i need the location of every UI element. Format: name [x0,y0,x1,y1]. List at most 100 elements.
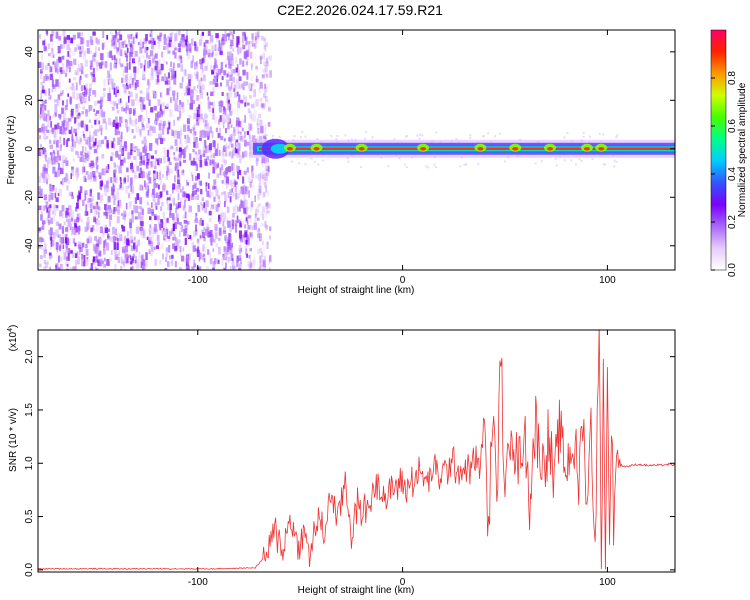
noise-speckle [265,61,269,67]
noise-speckle [245,81,248,86]
noise-speckle [212,185,216,190]
noise-speckle [97,140,102,148]
noise-speckle [103,212,106,216]
band-halo-dot [298,162,301,165]
noise-speckle [152,196,155,202]
noise-speckle [61,90,64,95]
noise-speckle [221,180,224,184]
noise-speckle [96,246,100,252]
noise-speckle [170,75,173,81]
noise-speckle [113,45,117,49]
noise-speckle [246,71,249,80]
noise-speckle [114,249,117,257]
noise-speckle [77,242,82,249]
noise-speckle [158,69,162,75]
noise-speckle [69,191,73,197]
noise-speckle [60,92,63,97]
noise-speckle [225,262,227,269]
noise-speckle [116,238,119,242]
noise-speckle [152,126,156,133]
noise-speckle [117,257,121,264]
noise-speckle [269,267,271,270]
noise-speckle [193,124,196,128]
noise-speckle [228,36,230,41]
noise-speckle [239,131,242,135]
noise-speckle [223,246,226,252]
noise-speckle [60,181,62,185]
noise-speckle [264,182,267,188]
noise-speckle [134,50,138,57]
noise-speckle [236,196,240,200]
noise-speckle [54,208,57,216]
noise-speckle [269,254,271,262]
noise-speckle [139,197,143,205]
noise-speckle [121,77,124,84]
noise-speckle [181,186,185,191]
noise-speckle [255,31,259,40]
noise-speckle [200,101,203,105]
noise-speckle [130,166,134,172]
noise-speckle [67,93,69,97]
noise-speckle [237,255,242,260]
noise-speckle [267,122,271,127]
noise-speckle [74,259,79,265]
noise-speckle [75,71,78,76]
noise-speckle [107,228,111,232]
noise-speckle [113,87,116,95]
noise-speckle [38,128,41,133]
noise-speckle [54,124,58,130]
noise-speckle [140,254,144,263]
noise-speckle [130,266,134,270]
noise-speckle [245,191,248,195]
noise-speckle [265,202,268,210]
noise-speckle [193,161,197,166]
band-halo-dot [317,163,320,166]
noise-speckle [113,56,117,64]
noise-speckle [100,193,104,201]
noise-speckle [235,56,238,64]
noise-speckle [145,93,149,99]
noise-speckle [106,139,109,147]
noise-speckle [128,114,132,122]
band-halo-dot [406,134,409,137]
noise-speckle [263,132,267,139]
noise-speckle [89,131,92,136]
noise-speckle [50,239,53,247]
band-halo-dot [427,166,430,169]
noise-speckle [240,218,243,225]
noise-speckle [212,112,215,120]
noise-speckle [135,245,138,253]
noise-speckle [80,151,83,156]
noise-speckle [170,168,173,174]
noise-speckle [70,217,74,222]
chart-title: C2E2.2026.024.17.59.R21 [277,2,443,18]
noise-speckle [266,83,270,90]
noise-speckle [230,124,233,128]
noise-speckle [52,157,56,165]
noise-speckle [47,157,51,164]
noise-speckle [119,34,123,41]
noise-speckle [64,259,69,266]
noise-speckle [166,88,170,96]
noise-speckle [205,45,209,49]
noise-speckle [259,98,263,102]
noise-speckle [77,226,80,235]
noise-speckle [148,249,151,255]
noise-speckle [179,143,183,151]
noise-speckle [261,73,265,80]
noise-speckle [114,254,117,261]
noise-speckle [172,74,175,79]
noise-speckle [231,219,235,227]
noise-speckle [125,74,128,80]
noise-speckle [251,83,255,87]
noise-speckle [242,219,246,225]
noise-speckle [212,107,215,113]
noise-speckle [249,248,253,252]
noise-speckle [233,88,235,93]
noise-speckle [228,59,233,66]
noise-speckle [137,259,140,268]
noise-speckle [226,73,229,78]
signal-hotspot-core [598,146,605,151]
noise-speckle [142,230,146,239]
noise-speckle [76,217,80,223]
